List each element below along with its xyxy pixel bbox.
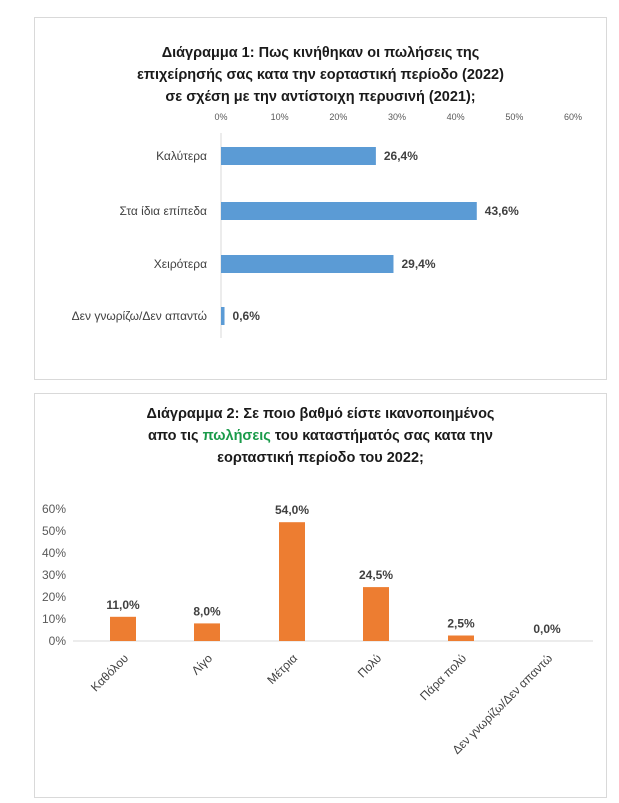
chart-1-x-tick-label: 30%	[388, 112, 406, 122]
chart-2-y-tick-label: 0%	[49, 634, 67, 648]
chart-2-bar	[448, 635, 474, 641]
chart-1-title: Διάγραμμα 1: Πως κινήθηκαν οι πωλήσεις τ…	[35, 42, 606, 108]
chart-2-category-label: Πολύ	[355, 651, 384, 680]
chart-2-title: Διάγραμμα 2: Σε ποιο βαθμό είστε ικανοπο…	[35, 403, 606, 469]
chart-1-panel: Διάγραμμα 1: Πως κινήθηκαν οι πωλήσεις τ…	[34, 17, 607, 380]
chart-2-category-label: Καθόλου	[88, 651, 131, 694]
chart-2-title-highlight: πωλήσεις	[202, 428, 271, 444]
chart-1-data-label: 29,4%	[401, 257, 435, 271]
chart-1-bar	[221, 255, 394, 273]
chart-1-category-label: Καλύτερα	[156, 149, 207, 163]
chart-2-title-line-2: απο τις πωλήσεις του καταστήματός σας κα…	[35, 425, 606, 447]
chart-2-svg: 0% 10% 20% 30% 40% 50% 60% 11,0% Καθόλου 8,0% Λίγο…	[42, 502, 593, 757]
chart-2-y-tick-label: 30%	[42, 568, 66, 582]
chart-2-y-tick-label: 50%	[42, 524, 66, 538]
chart-1-svg: 0% 10% 20% 30% 40% 50% 60% Καλύτερα 26,4% Στα ίδι…	[72, 112, 582, 338]
chart-1-data-label: 0,6%	[233, 309, 261, 323]
chart-2-bar	[194, 623, 220, 641]
chart-1-category-label: Στα ίδια επίπεδα	[119, 204, 207, 218]
chart-1-bar	[221, 202, 477, 220]
chart-1-title-line-1: Διάγραμμα 1: Πως κινήθηκαν οι πωλήσεις τ…	[161, 45, 480, 61]
chart-1-category-label: Χειρότερα	[154, 257, 207, 271]
chart-2-title-line-2b: του καταστήματός σας κατα την	[270, 428, 493, 444]
chart-2-y-tick-label: 60%	[42, 502, 66, 516]
chart-1-x-tick-label: 20%	[329, 112, 347, 122]
chart-1-x-tick-label: 0%	[214, 112, 227, 122]
chart-1-x-tick-label: 50%	[505, 112, 523, 122]
chart-1-bar	[221, 307, 225, 325]
chart-2-y-tick-label: 10%	[42, 612, 66, 626]
chart-2-title-line-2a: απο τις	[147, 428, 203, 444]
chart-2-title-line-3: εορταστική περίοδο του 2022;	[217, 450, 424, 466]
chart-2-bar	[363, 587, 389, 641]
chart-1-x-tick-label: 60%	[564, 112, 582, 122]
chart-2-y-tick-label: 40%	[42, 546, 66, 560]
chart-2-data-label: 0,0%	[533, 622, 561, 636]
chart-2-title-line-1: Διάγραμμα 2: Σε ποιο βαθμό είστε ικανοπο…	[146, 406, 495, 422]
chart-1-category-label: Δεν γνωρίζω/Δεν απαντώ	[72, 309, 207, 323]
chart-1-data-label: 43,6%	[485, 204, 519, 218]
chart-2-y-tick-label: 20%	[42, 590, 66, 604]
chart-2-bar	[279, 522, 305, 641]
chart-2-category-label: Λίγο	[189, 651, 216, 678]
chart-2-data-label: 24,5%	[359, 568, 393, 582]
chart-2-data-label: 11,0%	[106, 598, 140, 612]
chart-2-bar	[110, 616, 136, 641]
chart-2-category-label: Μέτρια	[264, 651, 300, 687]
chart-1-data-label: 26,4%	[384, 149, 418, 163]
chart-2-data-label: 2,5%	[447, 617, 475, 631]
chart-2-panel: Διάγραμμα 2: Σε ποιο βαθμό είστε ικανοπο…	[34, 393, 607, 798]
chart-1-title-line-3: σε σχέση με την αντίστοιχη περυσινή (202…	[165, 89, 476, 105]
chart-2-data-label: 54,0%	[275, 503, 309, 517]
chart-1-bar	[221, 147, 376, 165]
chart-2-category-label: Δεν γνωρίζω/Δεν απαντώ	[449, 651, 555, 757]
chart-1-x-tick-label: 40%	[447, 112, 465, 122]
chart-1-title-line-2: επιχείρησής σας κατα την εορταστική περί…	[137, 67, 504, 83]
chart-2-data-label: 8,0%	[193, 604, 221, 618]
chart-1-x-tick-label: 10%	[271, 112, 289, 122]
chart-2-category-label: Πάρα πολύ	[417, 651, 469, 703]
